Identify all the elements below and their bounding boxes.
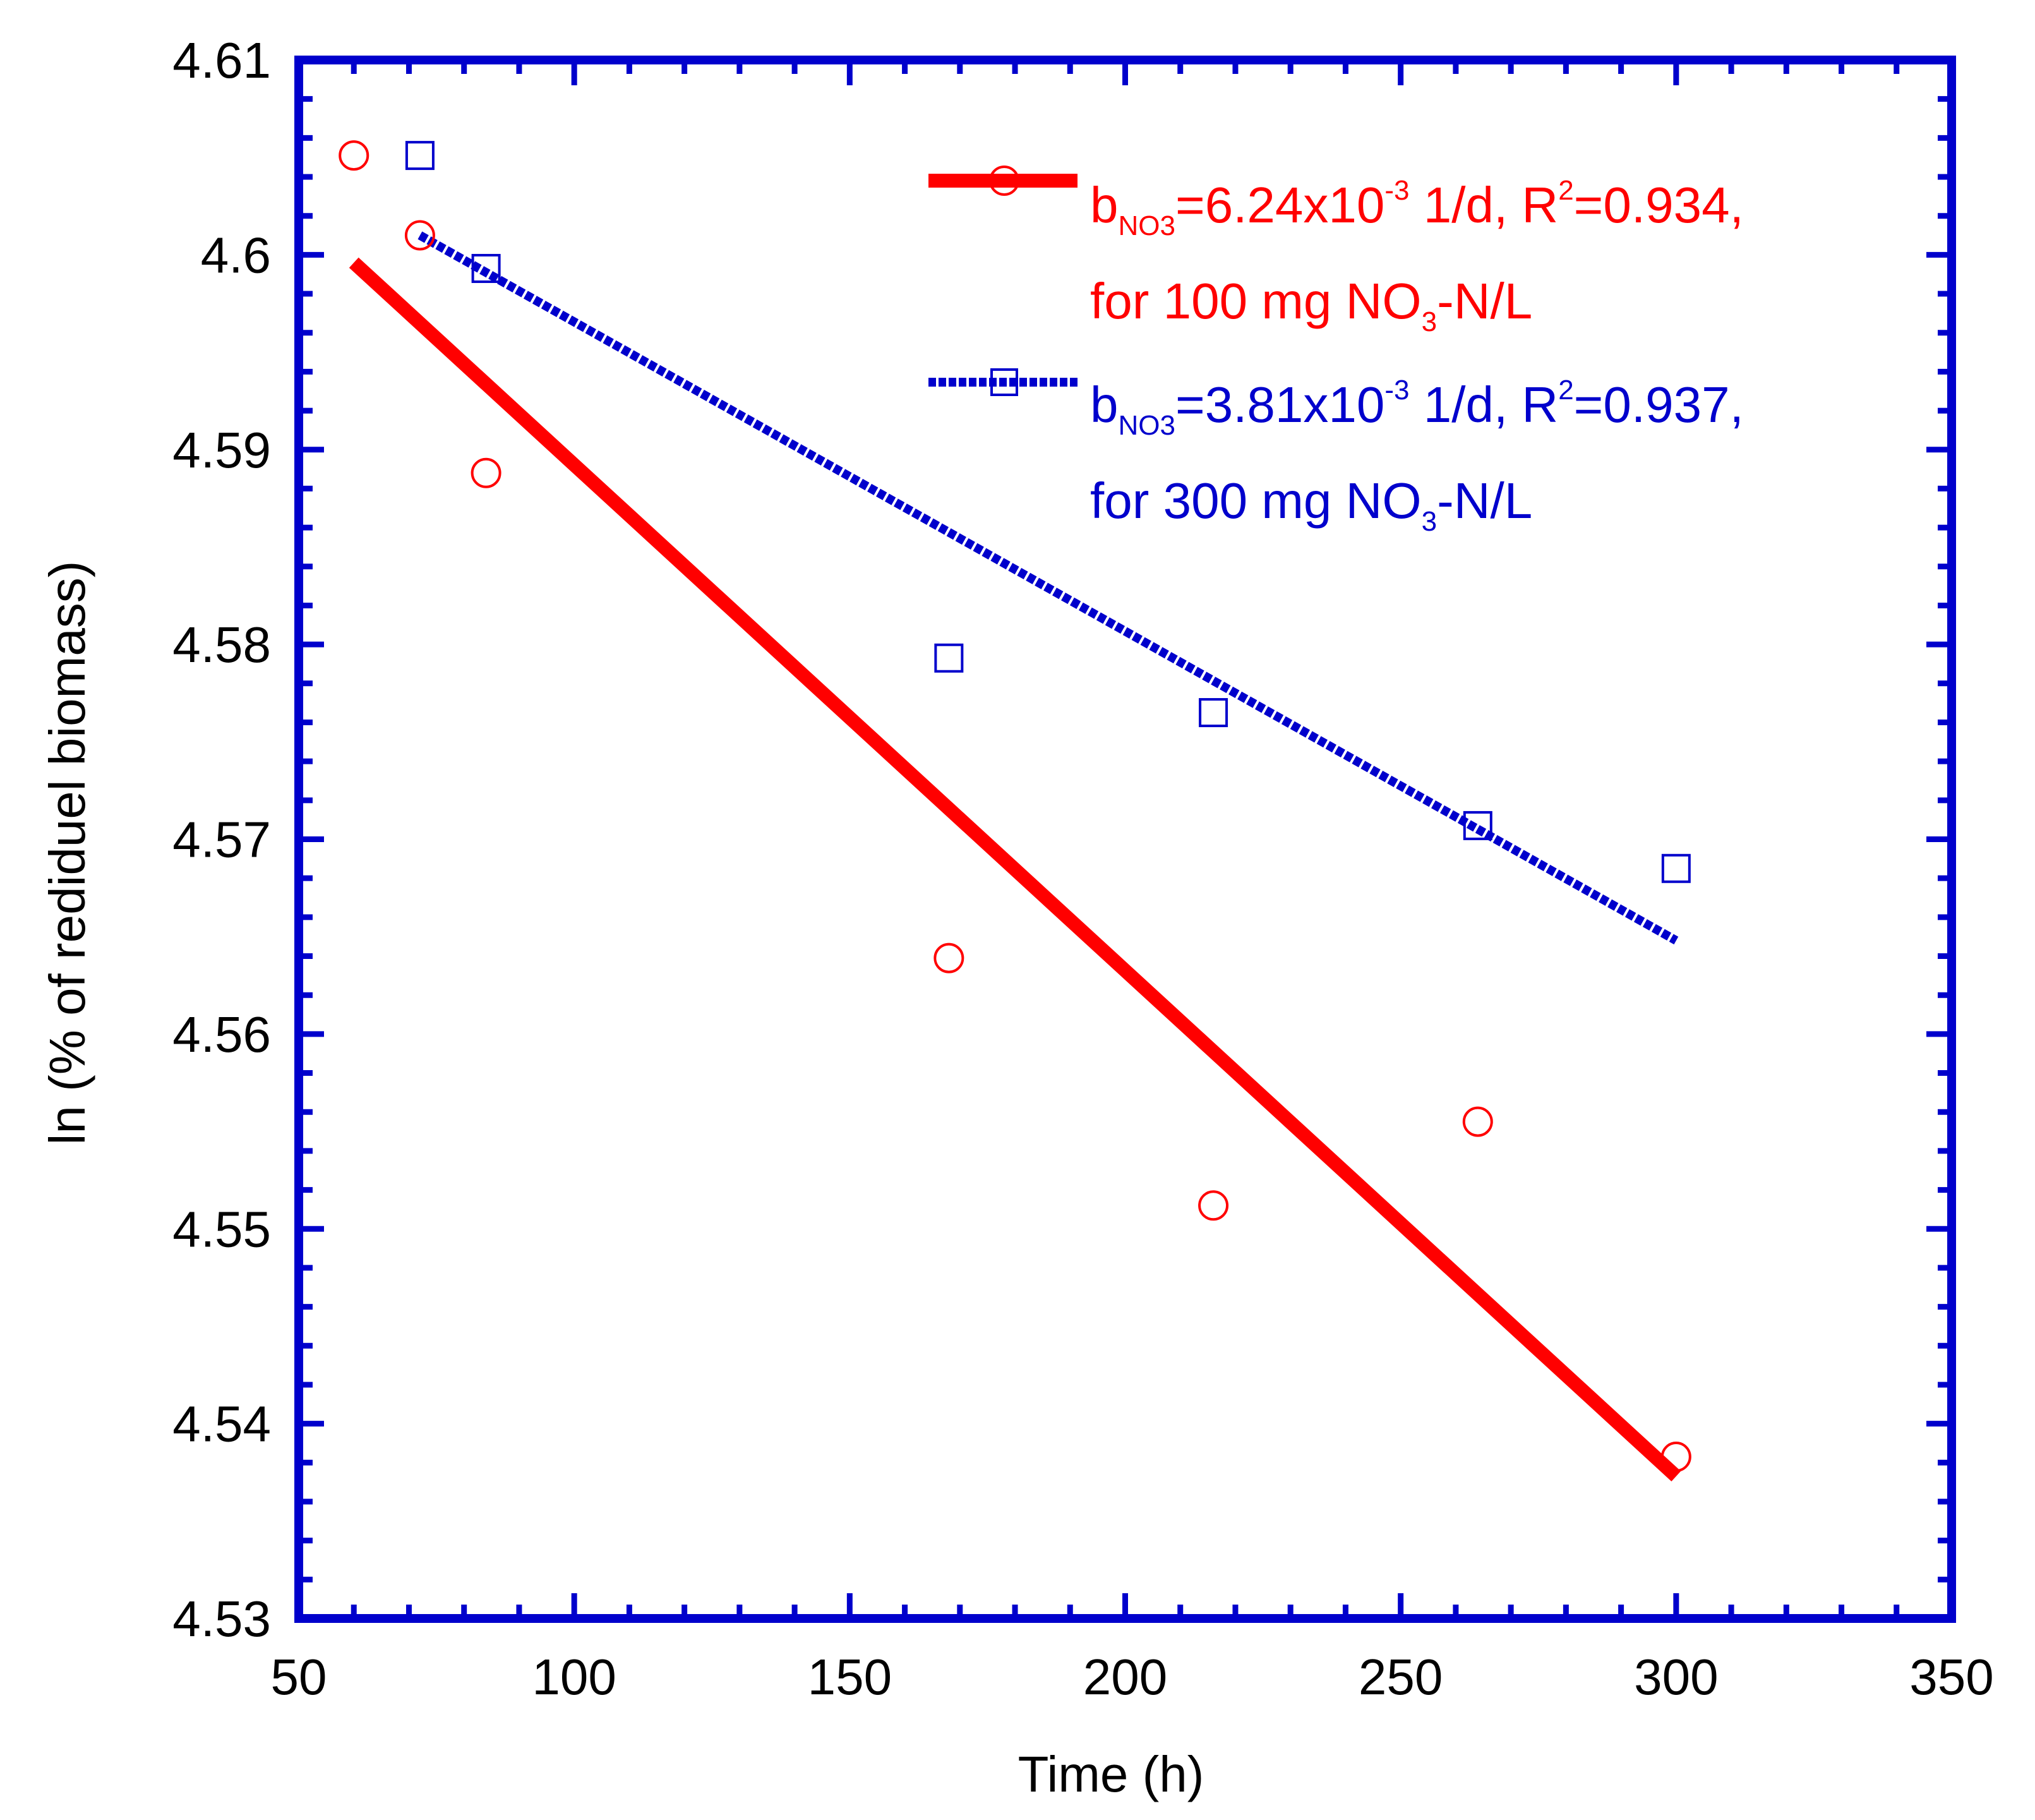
legend-label-100-line1: bNO3=6.24x10-3 1/d, R2=0.934, xyxy=(1090,175,1744,241)
data-points xyxy=(339,140,1691,1473)
x-tick-label: 250 xyxy=(1359,1649,1443,1705)
y-tick-label: 4.61 xyxy=(172,32,271,88)
y-tick-label: 4.57 xyxy=(172,812,271,868)
legend-label-300-line2: for 300 mg NO3-N/L xyxy=(1090,473,1532,537)
data-point-circle xyxy=(1660,1442,1691,1473)
x-tick-label: 300 xyxy=(1634,1649,1718,1705)
x-tick-label: 50 xyxy=(271,1649,327,1705)
legend-label-300-line1: bNO3=3.81x10-3 1/d, R2=0.937, xyxy=(1090,375,1744,441)
y-tick-label: 4.53 xyxy=(172,1591,271,1647)
data-point-square xyxy=(1199,698,1228,728)
x-axis-title: Time (h) xyxy=(1018,1746,1204,1802)
y-tick-label: 4.55 xyxy=(172,1201,271,1257)
data-point-circle xyxy=(1198,1190,1229,1221)
y-tick-label: 4.54 xyxy=(172,1396,271,1452)
y-tick-label: 4.58 xyxy=(172,617,271,673)
y-tick-label: 4.56 xyxy=(172,1006,271,1063)
data-point-square xyxy=(1463,811,1492,840)
data-point-square xyxy=(1661,853,1691,883)
legend-label-100-line2: for 100 mg NO3-N/L xyxy=(1090,273,1532,337)
data-point-square xyxy=(934,643,964,673)
y-tick-label: 4.59 xyxy=(172,422,271,478)
fit-line-300 xyxy=(417,231,1679,944)
data-point-circle xyxy=(1462,1106,1493,1137)
plot-frame xyxy=(294,56,1956,1623)
legend-marker-300 xyxy=(990,368,1018,396)
y-axis-tick-labels: 4.53 4.54 4.55 4.56 4.57 4.58 4.59 4.6 4.61 xyxy=(172,32,271,1647)
data-point-square xyxy=(405,141,435,171)
data-point-circle xyxy=(404,220,435,251)
legend: bNO3=6.24x10-3 1/d, R2=0.934, for 100 mg… xyxy=(928,166,1744,537)
x-tick-label: 150 xyxy=(808,1649,892,1705)
data-point-circle xyxy=(471,457,501,488)
x-tick-label: 100 xyxy=(532,1649,616,1705)
y-tick-label: 4.6 xyxy=(201,227,271,283)
y-axis-title: ln (% of rediduel biomass) xyxy=(39,561,95,1145)
legend-marker-100 xyxy=(989,166,1019,196)
data-point-circle xyxy=(339,140,369,171)
fit-lines xyxy=(349,231,1681,1481)
fit-line-100 xyxy=(349,257,1681,1481)
data-point-circle xyxy=(933,943,964,973)
data-point-square xyxy=(471,253,501,283)
x-tick-label: 200 xyxy=(1083,1649,1167,1705)
x-tick-label: 350 xyxy=(1909,1649,1993,1705)
x-axis-tick-labels: 50 100 150 200 250 300 350 xyxy=(271,1649,1994,1705)
